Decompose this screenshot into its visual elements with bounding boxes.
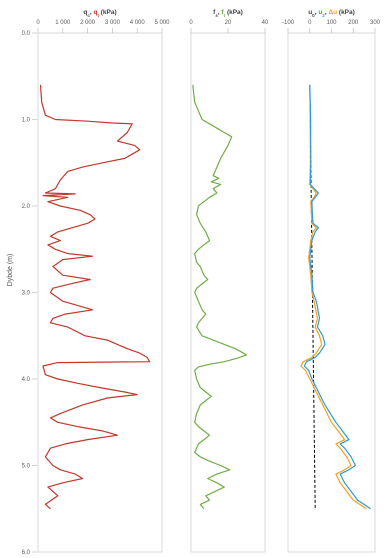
panel-title-part: Δu (328, 9, 337, 16)
x-tick-label: 40 (262, 20, 269, 26)
panels: qc, qt (kPa)0 1 000 2 000 3 000 4 000 5 000fs… (36, 9, 381, 553)
panel-title-part: c (87, 13, 90, 18)
panel-title-part: (kPa) (225, 9, 243, 16)
panel-title-part: q (83, 9, 87, 16)
panel-title-part: u (308, 9, 312, 16)
x-tick-label: 0 (308, 20, 312, 26)
y-axis-label: Dybde (m) (7, 254, 14, 287)
panel-title-part: (kPa) (99, 9, 117, 16)
x-tick-label: 4 000 (130, 20, 146, 26)
panel-title: fs, ft (kPa) (213, 9, 243, 18)
panel-frame (287, 32, 376, 553)
panel-1: qc, qt (kPa)0 1 000 2 000 3 000 4 000 5 000 (36, 9, 170, 553)
panel-title: u0, u2, Δu (kPa) (308, 9, 355, 18)
series-line-2 (300, 84, 367, 510)
panel-title-part: u (318, 9, 322, 16)
panel-title-part: , (218, 9, 222, 16)
y-tick-label: 3.0 (22, 291, 31, 297)
panel-title-part: , (90, 9, 94, 16)
x-tick-label: 0 (189, 20, 193, 26)
x-tick-label: -100 (282, 20, 295, 26)
series-line-1 (192, 84, 248, 510)
x-tick-label: 20 (225, 20, 232, 26)
x-tick-label: 0 (36, 20, 40, 26)
y-tick-label: 6.0 (22, 550, 31, 556)
panel-title-part: q (93, 9, 97, 16)
y-tick-label: 2.0 (22, 204, 31, 210)
x-tick-label: 200 (348, 20, 359, 26)
panel-frame (37, 32, 163, 553)
x-tick-label: 300 (370, 20, 381, 26)
y-tick-label: 0.0 (22, 31, 31, 37)
y-tick-label: 5.0 (22, 464, 31, 470)
panel-title-part: f (213, 9, 216, 16)
panel-title-part: s (215, 13, 218, 18)
x-tick-label: 2 000 (80, 20, 96, 26)
panel-title-part: (kPa) (337, 9, 355, 16)
panel-title-part: , (315, 9, 319, 16)
x-tick-label: 100 (326, 20, 337, 26)
panel-title-part: 2 (322, 13, 325, 18)
y-axis-label-group: Dybde (m) (7, 254, 14, 287)
y-tick-label: 1.0 (22, 118, 31, 124)
series-line-1 (39, 84, 151, 510)
panel-2: fs, ft (kPa)0 20 40 (189, 9, 269, 553)
series-line-3 (303, 84, 371, 510)
panel-title-part: 0 (312, 13, 315, 18)
panel-3: u0, u2, Δu (kPa)-100 0 100 200 300 (282, 9, 381, 553)
panel-title-part: , (325, 9, 329, 16)
x-tick-label: 1 000 (55, 20, 71, 26)
panel-title-part: f (221, 9, 224, 16)
panel-title-part: t (97, 13, 99, 18)
y-tick-label: 4.0 (22, 377, 31, 383)
panel-title-part: t (224, 13, 226, 18)
x-tick-label: 3 000 (105, 20, 121, 26)
y-axis-ticks: 0.0 1.0 2.0 3.0 4.0 5.0 6.0 (22, 31, 37, 556)
x-tick-label: 5 000 (154, 20, 170, 26)
panel-frame (190, 32, 266, 553)
panel-title: qc, qt (kPa) (83, 9, 116, 18)
